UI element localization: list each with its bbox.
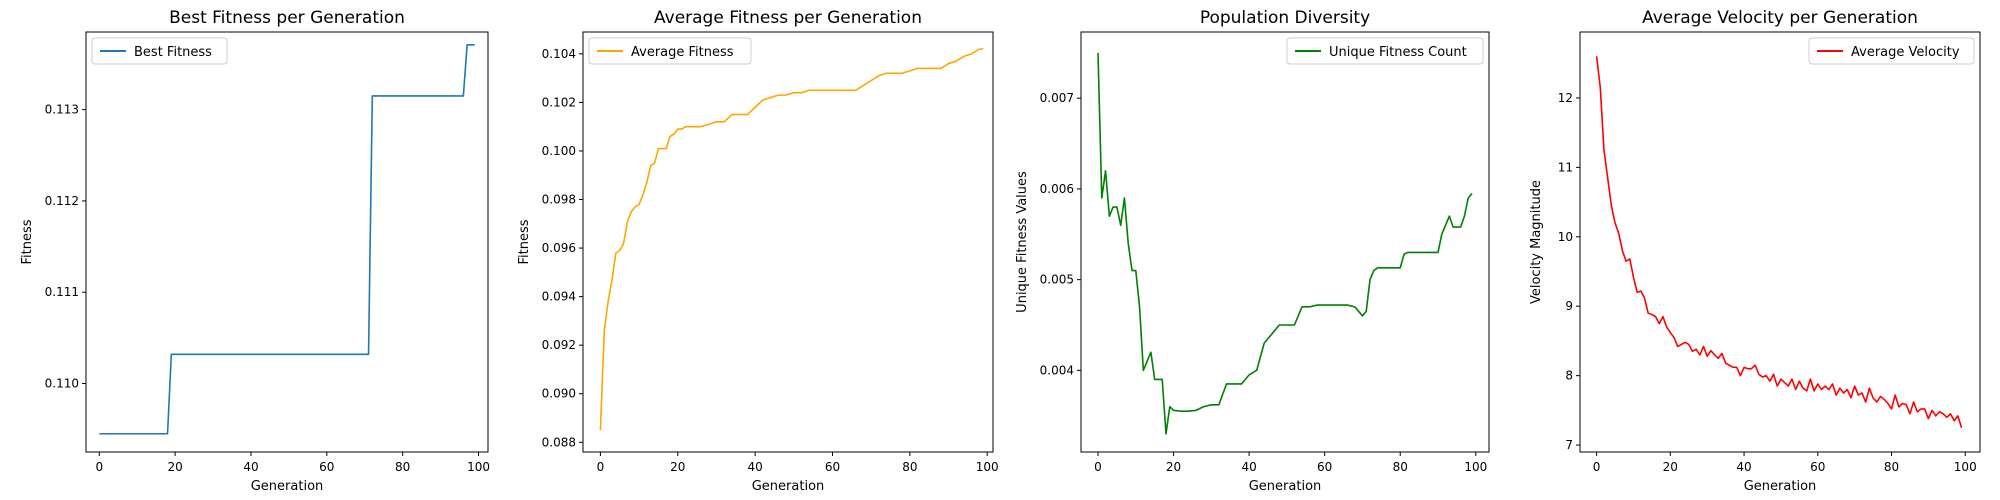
chart-title: Best Fitness per Generation [169,8,405,28]
x-tick-label: 0 [1094,460,1102,474]
x-tick-label: 80 [395,460,410,474]
chart-panel-4: Average Velocity per Generation 0 20 40 60 80… [1529,8,1981,494]
x-tick-label: 80 [1884,460,1899,474]
chart-title: Average Velocity per Generation [1642,8,1918,28]
y-tick-label: 9 [1565,299,1573,313]
chart-panel-2: Average Fitness per Generation 0 20 40 60 80 1… [517,8,999,494]
x-tick-label: 40 [243,460,258,474]
x-tick-label: 0 [95,460,103,474]
y-tick-label: 0.104 [542,47,576,61]
y-tick-label: 7 [1565,438,1573,452]
x-axis-label: Generation [251,479,324,494]
chart-title: Average Fitness per Generation [654,8,922,28]
legend: Average Fitness [588,37,752,65]
legend-box [1286,37,1484,65]
legend-label: Average Fitness [631,45,734,60]
x-tick-label: 100 [1954,460,1977,474]
y-axis-label: Fitness [20,219,35,264]
y-tick-label: 0.090 [542,387,576,401]
y-tick-label: 0.112 [45,194,79,208]
legend: Best Fitness [91,37,228,65]
y-tick-label: 0.005 [1040,273,1074,287]
y-tick-label: 0.100 [542,144,576,158]
y-tick-label: 0.094 [542,290,576,304]
x-tick-label: 40 [1241,460,1256,474]
y-tick-label: 0.096 [542,241,576,255]
series-line [599,48,984,431]
x-tick-label: 80 [902,460,917,474]
x-tick-label: 60 [1317,460,1332,474]
x-tick-label: 20 [1166,460,1181,474]
y-axis-label: Velocity Magnitude [1529,180,1544,304]
x-tick-label: 20 [670,460,685,474]
legend: Unique Fitness Count [1286,37,1484,65]
y-tick-label: 0.088 [542,435,576,449]
series-line [1097,52,1473,435]
y-tick-label: 0.098 [542,193,576,207]
legend: Average Velocity [1808,37,1975,65]
x-tick-label: 60 [825,460,840,474]
x-axis-label: Generation [752,479,825,494]
chart-panel-1: Best Fitness per Generation 0 20 40 60 80 100 0… [20,8,490,494]
chart-panel-3: Population Diversity 0 20 40 60 80 100 0.004 0.0… [1015,8,1490,494]
plot-frame [85,31,489,453]
y-tick-label: 0.007 [1040,91,1074,105]
y-tick-label: 12 [1558,91,1573,105]
x-tick-label: 100 [1464,460,1487,474]
y-tick-label: 0.113 [45,103,79,117]
x-tick-label: 20 [167,460,182,474]
legend-box [91,37,228,65]
chart-title: Population Diversity [1200,8,1370,28]
x-axis-label: Generation [1249,479,1322,494]
series-line [99,43,475,435]
x-tick-label: 60 [1810,460,1825,474]
x-tick-label: 20 [1663,460,1678,474]
x-tick-label: 40 [747,460,762,474]
y-tick-label: 11 [1558,160,1573,174]
x-tick-label: 0 [597,460,605,474]
x-tick-label: 40 [1736,460,1751,474]
y-tick-label: 0.006 [1040,182,1074,196]
y-tick-label: 0.092 [542,338,576,352]
x-axis-label: Generation [1744,479,1817,494]
legend-box [1808,37,1975,65]
plot-frame [1080,31,1490,453]
plot-frame [1579,31,1981,453]
x-tick-label: 100 [976,460,999,474]
plot-frame [582,31,994,453]
legend-label: Best Fitness [134,45,212,60]
y-tick-label: 0.110 [45,377,79,391]
series-line [1595,56,1963,428]
x-tick-label: 80 [1393,460,1408,474]
legend-label: Unique Fitness Count [1329,45,1467,60]
x-tick-label: 60 [319,460,334,474]
legend-label: Average Velocity [1851,45,1960,60]
y-axis-label: Fitness [517,219,532,264]
legend-box [588,37,752,65]
x-tick-label: 100 [467,460,490,474]
y-tick-label: 0.111 [45,285,79,299]
y-tick-label: 8 [1565,369,1573,383]
y-tick-label: 10 [1558,230,1573,244]
y-axis-label: Unique Fitness Values [1015,171,1030,313]
y-tick-label: 0.102 [542,95,576,109]
y-tick-label: 0.004 [1040,363,1074,377]
x-tick-label: 0 [1593,460,1601,474]
